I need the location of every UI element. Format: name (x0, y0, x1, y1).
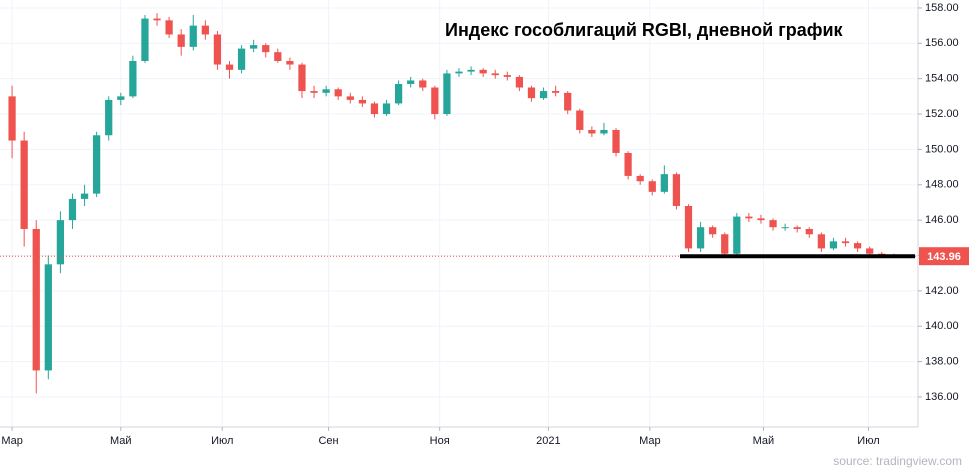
candle-body (709, 227, 717, 235)
candle-body (68, 198, 77, 221)
candle-body (588, 129, 596, 134)
y-tick-label: 142.00 (925, 285, 959, 297)
candle-body (274, 52, 282, 61)
candle-body (793, 227, 801, 229)
candle-body (44, 264, 52, 371)
candle-body (527, 87, 536, 99)
candle-body (298, 64, 306, 92)
candle-body (612, 129, 620, 153)
candle-body (636, 175, 644, 182)
y-tick-label: 146.00 (925, 214, 959, 226)
candle-body (721, 234, 729, 254)
candle-body (189, 25, 197, 47)
candle-body (334, 89, 342, 97)
candle-body (322, 89, 330, 93)
candle-body (539, 91, 548, 99)
grid (0, 0, 918, 427)
candle-body (660, 174, 668, 192)
candle-body (431, 87, 439, 115)
y-tick-label: 154.00 (925, 73, 959, 85)
candle-body (733, 216, 741, 254)
candle-body (552, 91, 560, 93)
candle-body (141, 18, 149, 62)
candle-body (479, 69, 487, 74)
candle-body (310, 91, 318, 93)
candle-body (8, 96, 16, 141)
y-tick-label: 158.00 (925, 2, 959, 14)
x-tick-label: Сен (318, 435, 338, 447)
y-tick-label: 156.00 (925, 37, 959, 49)
x-tick-label: Июл (857, 435, 879, 447)
last-price-box (919, 247, 969, 266)
candles (8, 13, 898, 394)
candle-body (382, 103, 391, 115)
candle-body (56, 220, 65, 265)
candle-body (455, 71, 463, 74)
candle-body (757, 218, 765, 221)
candle-body (781, 227, 789, 229)
x-tick-label: Июл (211, 435, 233, 447)
candle-body (817, 234, 825, 249)
candle-body (153, 18, 161, 21)
candle-body (20, 140, 28, 229)
candle-body (93, 135, 101, 194)
candle-body (358, 99, 366, 104)
candle-body (262, 45, 270, 53)
candle-body (503, 75, 511, 77)
candle-body (394, 83, 403, 104)
candle-body (805, 228, 813, 235)
candle-body (213, 34, 222, 65)
candle-body (32, 228, 40, 371)
candle-body (564, 92, 572, 111)
x-tick-label: Май (110, 435, 132, 447)
candle-body (769, 220, 777, 228)
last-price-label: 143.96 (927, 251, 961, 263)
candle-body (129, 61, 137, 97)
candle-body (745, 216, 753, 219)
candle-body (177, 34, 185, 47)
candle-body (370, 103, 379, 115)
candle-body (346, 96, 354, 100)
source: source: tradingview.com (833, 454, 962, 468)
candle-body (853, 243, 862, 249)
candle-body (80, 193, 89, 199)
candle-body (684, 205, 693, 249)
candle-body (672, 174, 681, 206)
candle-body (419, 80, 427, 88)
candle-body (624, 152, 632, 176)
candle-body (829, 241, 838, 249)
x-tick-label: Мар (1, 435, 23, 447)
candle-body (237, 48, 246, 70)
candle-body (866, 248, 874, 254)
candle-body (600, 129, 608, 134)
y-tick-label: 138.00 (925, 355, 959, 367)
y-tick-label: 152.00 (925, 108, 959, 120)
candle-body (165, 20, 173, 35)
y-tick-label: 148.00 (925, 179, 959, 191)
candle-body (105, 99, 113, 136)
x-tick-label: Мар (639, 435, 661, 447)
chart-title: Индекс гособлигаций RGBI, дневной график (445, 20, 844, 40)
x-tick-label: Май (753, 435, 775, 447)
candle-body (443, 73, 451, 115)
y-tick-label: 150.00 (925, 143, 959, 155)
candle-body (225, 64, 234, 70)
x-tick-label: Ноя (430, 435, 450, 447)
candle-body (117, 96, 125, 100)
candle-body (467, 69, 475, 72)
y-tick-label: 140.00 (925, 320, 959, 332)
candle-body (201, 25, 209, 35)
candle-body (407, 80, 415, 84)
candle-body (696, 227, 705, 249)
candle-body (841, 241, 850, 244)
candle-body (515, 76, 524, 88)
y-tick-label: 136.00 (925, 391, 959, 403)
candle-body (648, 181, 656, 192)
x-tick-label: 2021 (536, 435, 560, 447)
candle-body (250, 45, 258, 49)
candle-body (491, 73, 499, 76)
candle-body (286, 61, 294, 65)
candle-body (576, 110, 584, 130)
